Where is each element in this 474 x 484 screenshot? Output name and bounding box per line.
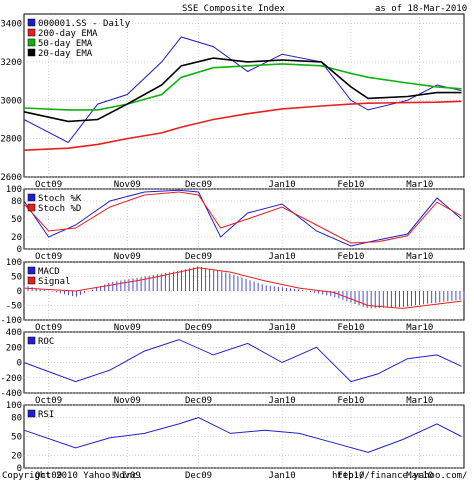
roc-ytick-label: 200 — [6, 343, 22, 353]
stochastic-ytick-label: 100 — [6, 185, 22, 195]
roc-ytick-label: 400 — [6, 328, 22, 338]
price-xtick-label: Feb10 — [337, 180, 364, 190]
stochastic-xtick-label: Feb10 — [337, 252, 364, 262]
roc-panel: -400 -200 0 200 400 Oct09 Nov09 Dec09 Jan10 Feb10… — [0, 328, 465, 406]
legend-swatch — [27, 18, 36, 27]
rsi-ytick-label: 80 — [11, 414, 22, 424]
rsi-ytick-label: 100 — [6, 401, 22, 411]
as-of-date: as of 18-Mar-2010 — [375, 4, 467, 14]
legend-label: 000001.SS - Daily — [38, 19, 131, 29]
roc-xtick-label: Mar10 — [406, 396, 433, 406]
stoch-d-line — [23, 191, 462, 244]
rsi-ytick-label: 20 — [11, 451, 22, 461]
stochastic-xtick-label: Oct09 — [35, 252, 62, 262]
legend-label: 200-day EMA — [38, 29, 98, 39]
price-xtick-label: Jan10 — [269, 180, 296, 190]
macd-xtick-label: Mar10 — [406, 323, 433, 333]
legend-label: 20-day EMA — [38, 49, 93, 59]
price-ytick-label: 3000 — [0, 96, 22, 106]
rsi-xtick-label: Jan10 — [269, 471, 296, 481]
stochastic-xtick-label: Jan10 — [269, 252, 296, 262]
legend-label: Stoch %K — [38, 194, 82, 204]
legend-swatch — [27, 266, 36, 275]
macd-xtick-label: Jan10 — [269, 323, 296, 333]
legend-label: Signal — [38, 277, 71, 287]
stochastic-ytick-label: 80 — [11, 197, 22, 207]
price-ytick-label: 2600 — [0, 173, 22, 183]
stochastic-xtick-label: Nov09 — [114, 252, 141, 262]
stoch-k-line — [23, 189, 462, 247]
source-url: http://finance.yahoo.com/ — [332, 471, 467, 481]
rsi-panel: 0 20 50 80 100 Oct09 Nov09 Dec09 Jan10 Feb10 Mar10… — [6, 401, 465, 481]
macd-xtick-label: Dec09 — [185, 323, 212, 333]
rsi-ytick-label: 50 — [11, 433, 22, 443]
macd-ytick-label: -50 — [6, 302, 22, 312]
roc-xtick-label: Nov09 — [114, 396, 141, 406]
legend-label: RSI — [38, 410, 54, 420]
macd-ytick-label: -100 — [0, 316, 22, 326]
legend-swatch — [27, 409, 36, 418]
legend-swatch — [27, 203, 36, 212]
50-day-ema-line — [23, 63, 462, 111]
stochastic-xtick-label: Dec09 — [185, 252, 212, 262]
stochastic-ytick-label: 0 — [17, 245, 22, 255]
chart-title: SSE Composite Index — [182, 4, 286, 14]
price-panel: 2600 2800 3000 3200 3400 Oct09 Nov09 Dec09 Jan10… — [0, 13, 465, 190]
stochastic-ytick-label: 20 — [11, 233, 22, 243]
legend-swatch — [27, 38, 36, 47]
macd-xtick-label: Feb10 — [337, 323, 364, 333]
20-day-ema-line — [23, 57, 462, 123]
price-ytick-label: 2800 — [0, 135, 22, 145]
price-xtick-label: Nov09 — [114, 180, 141, 190]
roc-xtick-label: Jan10 — [269, 396, 296, 406]
legend-label: Stoch %D — [38, 204, 81, 214]
price-xtick-label: Mar10 — [406, 180, 433, 190]
roc-ytick-label: -400 — [0, 389, 22, 399]
copyright-text: Copyright 2010 Yahoo! Inc. — [2, 471, 143, 481]
legend-swatch — [27, 336, 36, 345]
roc-ytick-label: -200 — [0, 374, 22, 384]
price-xtick-label: Oct09 — [35, 180, 62, 190]
legend-label: MACD — [38, 267, 60, 277]
macd-panel: -100 -50 0 50 100 Oct09 Nov09 Dec09 Jan10 Feb10 Ma… — [0, 258, 465, 333]
legend-swatch — [27, 28, 36, 37]
macd-ytick-label: 0 — [17, 287, 22, 297]
roc-xtick-label: Dec09 — [185, 396, 212, 406]
roc-xtick-label: Feb10 — [337, 396, 364, 406]
legend-label: 50-day EMA — [38, 39, 93, 49]
roc-xtick-label: Oct09 — [35, 396, 62, 406]
stochastic-ytick-label: 50 — [11, 215, 22, 225]
rsi-xtick-label: Nov09 — [114, 471, 141, 481]
macd-xtick-label: Nov09 — [114, 323, 141, 333]
macd-ytick-label: 100 — [6, 258, 22, 268]
stochastic-panel: 0 20 50 80 100 Oct09 Nov09 Dec09 Jan10 Feb10 Mar10… — [6, 185, 465, 262]
roc-ytick-label: 0 — [17, 359, 22, 369]
macd-xtick-label: Oct09 — [35, 323, 62, 333]
price-ytick-label: 3400 — [0, 20, 22, 30]
rsi-xtick-label: Feb10 — [337, 471, 364, 481]
rsi-line — [23, 417, 462, 453]
rsi-xtick-label: Mar10 — [406, 471, 433, 481]
legend-swatch — [27, 48, 36, 57]
200-day-ema-line — [23, 100, 462, 151]
roc-line — [23, 339, 462, 383]
legend-label: ROC — [38, 337, 54, 347]
signal-line — [23, 267, 462, 309]
stochastic-xtick-label: Mar10 — [406, 252, 433, 262]
macd-ytick-label: 50 — [11, 273, 22, 283]
rsi-ytick-label: 0 — [17, 464, 22, 474]
legend-swatch — [27, 276, 36, 285]
price-frame — [23, 13, 465, 178]
legend-swatch — [27, 193, 36, 202]
price-xtick-label: Dec09 — [185, 180, 212, 190]
rsi-xtick-label: Oct09 — [35, 471, 62, 481]
price-ytick-label: 3200 — [0, 58, 22, 68]
rsi-xtick-label: Dec09 — [185, 471, 212, 481]
